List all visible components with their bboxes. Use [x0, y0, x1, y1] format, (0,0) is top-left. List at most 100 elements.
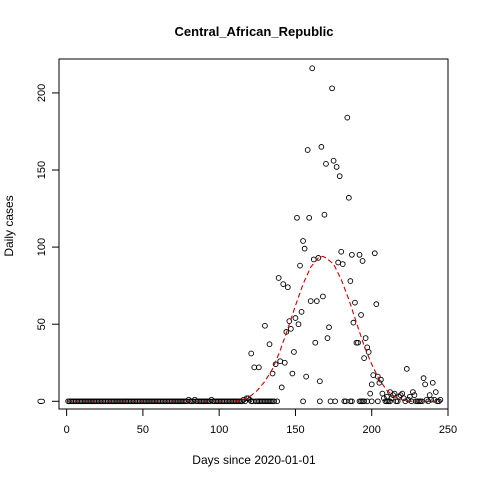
data-point [429, 379, 436, 386]
data-point [347, 278, 354, 284]
data-point [246, 396, 253, 403]
data-point [431, 396, 438, 403]
data-point [333, 164, 340, 170]
data-point [312, 339, 319, 346]
data-point [381, 395, 387, 402]
data-point [288, 325, 294, 332]
data-point [315, 255, 322, 261]
data-point [278, 384, 285, 391]
data-point [437, 396, 444, 403]
y-tick-label: 100 [36, 238, 48, 256]
y-axis-label: Daily cases [2, 195, 16, 256]
data-point [374, 373, 381, 380]
data-point [307, 298, 314, 304]
data-point [300, 398, 306, 405]
data-point [387, 398, 393, 405]
data-point [317, 378, 323, 385]
data-point [295, 321, 302, 328]
data-point [350, 319, 357, 326]
y-tick-label: 150 [36, 161, 48, 179]
y-tick-label: 50 [36, 318, 48, 330]
data-point [373, 301, 380, 308]
data-point [284, 284, 291, 291]
data-point [306, 214, 313, 221]
data-point [349, 398, 355, 405]
data-point [403, 366, 410, 372]
data-point [349, 251, 355, 258]
data-point [361, 398, 367, 405]
x-tick-label: 250 [439, 424, 457, 436]
x-tick-label: 50 [137, 424, 149, 436]
data-point [321, 211, 328, 218]
data-point [368, 398, 375, 405]
data-point [361, 355, 367, 361]
data-point [359, 258, 366, 264]
data-point [269, 370, 276, 377]
data-point [378, 376, 384, 383]
fit-curve [66, 255, 441, 402]
data-point [329, 85, 335, 92]
chart-title: Central_African_Republic [175, 24, 334, 39]
data-point [428, 396, 435, 403]
data-point [248, 350, 255, 357]
x-tick-label: 200 [363, 424, 381, 436]
y-axis: 0 50 100 150 200 [36, 84, 60, 404]
data-point [339, 261, 346, 267]
data-point [300, 238, 306, 244]
data-point [367, 390, 374, 397]
data-point [358, 312, 364, 318]
x-tick-label: 0 [64, 424, 70, 436]
data-point [368, 381, 375, 388]
data-point [274, 398, 281, 405]
data-point [289, 370, 296, 377]
data-point [422, 381, 428, 388]
data-point [301, 245, 308, 252]
y-tick-label: 200 [36, 84, 48, 102]
data-point [344, 114, 351, 121]
data-point [185, 396, 192, 403]
fit-curve-layer [66, 255, 441, 402]
data-point [390, 392, 396, 398]
data-point [318, 144, 325, 150]
data-point [371, 250, 378, 257]
x-axis-label: Days since 2020-01-01 [192, 453, 316, 467]
data-point [362, 335, 369, 341]
data-point [345, 194, 352, 201]
data-point [411, 392, 418, 398]
data-points [65, 65, 444, 405]
data-point [356, 251, 363, 258]
x-tick-label: 100 [210, 424, 228, 436]
data-point [432, 389, 439, 395]
x-tick-label: 150 [286, 424, 304, 436]
data-point [332, 398, 338, 405]
data-point [323, 161, 329, 167]
data-point [294, 214, 300, 221]
data-point [239, 398, 245, 405]
data-point [255, 364, 262, 371]
data-point [352, 299, 358, 306]
data-point [298, 309, 305, 315]
y-tick-label: 0 [36, 398, 48, 404]
data-point [338, 248, 345, 255]
data-point [280, 281, 287, 287]
data-point [191, 396, 198, 403]
data-point [304, 147, 311, 153]
data-point [262, 322, 268, 329]
data-point [388, 395, 395, 402]
data-point [397, 392, 404, 398]
data-point [355, 339, 361, 346]
data-point [275, 275, 282, 281]
data-point [281, 359, 288, 366]
data-point [266, 341, 273, 348]
data-point [330, 157, 337, 164]
data-point [313, 298, 320, 304]
data-point [405, 396, 412, 403]
data-point [374, 398, 381, 405]
data-point [271, 398, 277, 405]
data-point [309, 65, 316, 72]
data-point [291, 349, 297, 355]
data-point [420, 375, 427, 382]
data-point [336, 173, 343, 180]
